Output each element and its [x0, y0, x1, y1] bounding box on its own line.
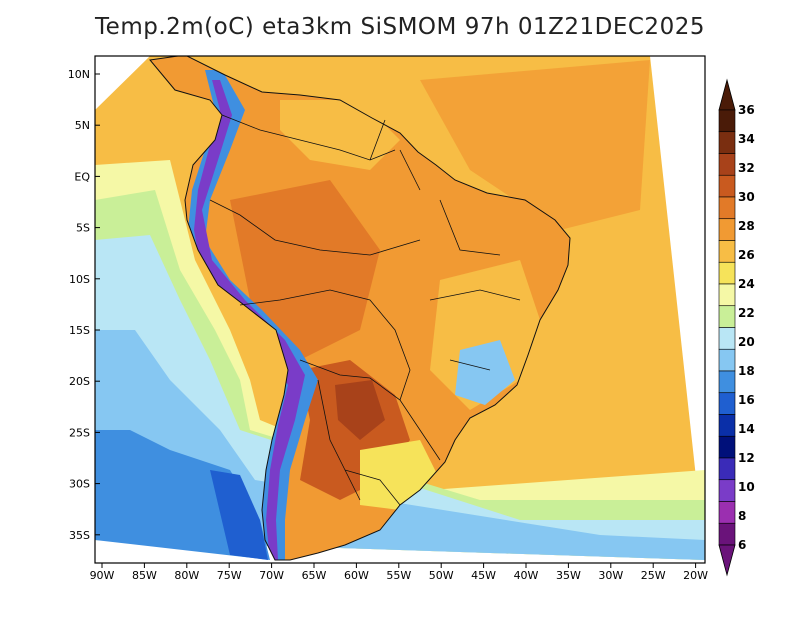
- lon-tick-label: 20W: [683, 569, 708, 582]
- lon-tick-label: 90W: [90, 569, 115, 582]
- lon-tick-label: 80W: [174, 569, 199, 582]
- colorbar-swatch: [718, 261, 736, 285]
- lon-tick-label: 70W: [259, 569, 284, 582]
- colorbar-label: 34: [738, 132, 755, 146]
- lat-tick-label: 5S: [76, 222, 90, 235]
- colorbar-swatch: [718, 348, 736, 372]
- colorbar-label: 36: [738, 103, 755, 117]
- lon-tick-label: 40W: [514, 569, 539, 582]
- colorbar-swatch: [718, 479, 736, 502]
- ocean-band-12: [210, 470, 268, 560]
- lat-tick-label: EQ: [74, 170, 90, 183]
- colorbar-label: 10: [738, 480, 755, 494]
- colorbar-label: 18: [738, 364, 755, 378]
- land-north-cool: [280, 100, 400, 170]
- colorbar-swatch: [718, 283, 736, 307]
- lon-tick-label: 65W: [302, 569, 327, 582]
- colorbar-label: 6: [738, 538, 746, 552]
- land-highland-cool: [455, 340, 515, 405]
- lon-tick-label: 55W: [386, 569, 411, 582]
- lat-tick-label: 10S: [69, 273, 90, 286]
- colorbar-label: 20: [738, 335, 755, 349]
- map-frame: [94, 55, 706, 564]
- colorbar-swatch: [718, 327, 736, 350]
- lon-tick-label: 45W: [471, 569, 496, 582]
- warm-atlantic: [420, 60, 650, 230]
- colorbar-swatch: [718, 305, 736, 328]
- lon-tick-label: 25W: [641, 569, 666, 582]
- colorbar-label: 24: [738, 277, 755, 291]
- colorbar-label: 8: [738, 509, 746, 523]
- coastline: [149, 56, 571, 561]
- lon-tick-label: 85W: [132, 569, 157, 582]
- lat-tick-label: 15S: [69, 324, 90, 337]
- lon-tick-label: 60W: [344, 569, 369, 582]
- lat-tick-label: 35S: [69, 529, 90, 542]
- colorbar-label: 22: [738, 306, 755, 320]
- colorbar-swatch: [718, 414, 736, 437]
- colorbar-swatch: [718, 131, 736, 154]
- colorbar-label: 12: [738, 451, 755, 465]
- colorbar-swatch: [718, 457, 736, 481]
- lat-tick-label: 10N: [68, 68, 90, 81]
- longitude-axis: 90W 85W 80W 75W 70W 65W 60W 55W 50W 45W 40W 35W 30W 2…: [90, 563, 708, 582]
- colorbar-swatch: [718, 218, 736, 241]
- colorbar-label: 14: [738, 422, 755, 436]
- map-background: [95, 56, 705, 561]
- colorbar-label: 28: [738, 219, 755, 233]
- colorbar-swatch: [718, 240, 736, 263]
- colorbar-label: 26: [738, 248, 755, 262]
- lat-tick-label: 5N: [75, 119, 90, 132]
- colorbar-swatch: [718, 174, 736, 198]
- lat-tick-label: 20S: [69, 375, 90, 388]
- colorbar-label: 30: [738, 190, 755, 204]
- country-borders: [209, 114, 521, 506]
- colorbar-bottom-arrow: [718, 544, 736, 577]
- colorbar-swatch: [718, 370, 736, 394]
- colorbar-label: 32: [738, 161, 755, 175]
- colorbar-swatch: [718, 501, 736, 524]
- lon-tick-label: 35W: [556, 569, 581, 582]
- colorbar-swatch: [718, 196, 736, 220]
- colorbar: 36 34 32 30 28 26 24 22 20 18 16 14 12 10 8 6: [718, 78, 755, 577]
- colorbar-swatch: [718, 153, 736, 176]
- latitude-axis: 10N 5N EQ 5S 10S 15S 20S 25S 30S 35S: [68, 68, 100, 542]
- lat-tick-label: 30S: [69, 478, 90, 491]
- lat-tick-label: 25S: [69, 426, 90, 439]
- colorbar-top-arrow: [718, 78, 736, 111]
- lon-tick-label: 30W: [598, 569, 623, 582]
- colorbar-swatch: [718, 522, 736, 546]
- lon-tick-label: 50W: [429, 569, 454, 582]
- colorbar-swatch: [718, 392, 736, 415]
- colorbar-swatch: [718, 435, 736, 459]
- map-title: Temp.2m(oC) eta3km SiSMOM 97h 01Z21DEC20…: [95, 14, 705, 40]
- lon-tick-label: 75W: [217, 569, 242, 582]
- land-warm-interior: [230, 180, 380, 360]
- land-hottest: [335, 380, 385, 440]
- colorbar-swatch: [718, 109, 736, 133]
- colorbar-label: 16: [738, 393, 755, 407]
